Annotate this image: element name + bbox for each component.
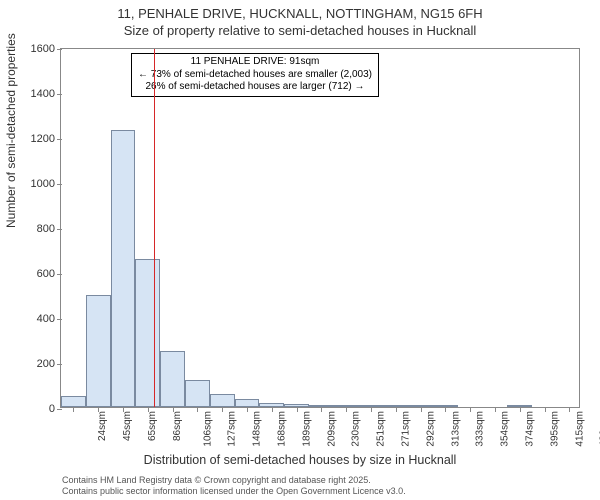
- y-tick: 0: [23, 403, 61, 415]
- x-tick-mark: [396, 407, 397, 412]
- x-tick-label: 230sqm: [351, 411, 362, 447]
- x-tick-mark: [148, 407, 149, 412]
- y-tick: 1200: [23, 133, 61, 145]
- histogram-bar: [284, 404, 309, 407]
- y-tick: 1000: [23, 178, 61, 190]
- x-tick-mark: [421, 407, 422, 412]
- histogram-bar: [111, 130, 136, 407]
- histogram-bar: [135, 259, 160, 408]
- footer-line1: Contains HM Land Registry data © Crown c…: [62, 475, 406, 486]
- x-tick-mark: [173, 407, 174, 412]
- x-tick-label: 415sqm: [574, 411, 585, 447]
- x-tick-label: 374sqm: [525, 411, 536, 447]
- chart-title: 11, PENHALE DRIVE, HUCKNALL, NOTTINGHAM,…: [0, 0, 600, 40]
- x-tick-label: 313sqm: [450, 411, 461, 447]
- x-tick-label: 127sqm: [227, 411, 238, 447]
- x-tick-mark: [545, 407, 546, 412]
- x-tick-mark: [297, 407, 298, 412]
- property-info-box: 11 PENHALE DRIVE: 91sqm ← 73% of semi-de…: [131, 53, 379, 97]
- histogram-bar: [408, 405, 433, 407]
- chart-footer: Contains HM Land Registry data © Crown c…: [62, 475, 406, 497]
- infobox-line2: ← 73% of semi-detached houses are smalle…: [138, 69, 372, 82]
- histogram-bar: [334, 405, 359, 407]
- x-tick-mark: [470, 407, 471, 412]
- histogram-bar: [359, 405, 384, 407]
- title-line1: 11, PENHALE DRIVE, HUCKNALL, NOTTINGHAM,…: [0, 6, 600, 23]
- x-tick-mark: [222, 407, 223, 412]
- infobox-line1: 11 PENHALE DRIVE: 91sqm: [138, 56, 372, 69]
- x-tick-label: 106sqm: [202, 411, 213, 447]
- property-marker-line: [154, 49, 156, 407]
- x-tick-label: 168sqm: [277, 411, 288, 447]
- x-axis-label: Distribution of semi-detached houses by …: [0, 453, 600, 467]
- x-tick-label: 251sqm: [376, 411, 387, 447]
- y-axis-label: Number of semi-detached properties: [4, 33, 18, 228]
- histogram-bar: [259, 403, 284, 408]
- y-tick: 400: [23, 313, 61, 325]
- x-tick-mark: [569, 407, 570, 412]
- x-tick-label: 354sqm: [500, 411, 511, 447]
- histogram-bar: [433, 405, 458, 407]
- x-tick-label: 86sqm: [172, 411, 183, 441]
- histogram-bar: [383, 405, 408, 407]
- infobox-line3: 26% of semi-detached houses are larger (…: [138, 81, 372, 94]
- x-tick-label: 395sqm: [549, 411, 560, 447]
- y-tick: 800: [23, 223, 61, 235]
- x-tick-mark: [73, 407, 74, 412]
- x-tick-label: 189sqm: [301, 411, 312, 447]
- y-tick: 200: [23, 358, 61, 370]
- histogram-bar: [86, 295, 111, 408]
- x-tick-mark: [247, 407, 248, 412]
- histogram-bar: [210, 394, 235, 408]
- y-tick: 1400: [23, 88, 61, 100]
- y-tick: 1600: [23, 43, 61, 55]
- histogram-bar: [185, 380, 210, 407]
- histogram-bar: [507, 405, 532, 407]
- histogram-chart: 11 PENHALE DRIVE: 91sqm ← 73% of semi-de…: [60, 48, 580, 408]
- x-tick-mark: [272, 407, 273, 412]
- y-tick: 600: [23, 268, 61, 280]
- x-tick-mark: [197, 407, 198, 412]
- title-line2: Size of property relative to semi-detach…: [0, 23, 600, 40]
- x-tick-label: 209sqm: [326, 411, 337, 447]
- histogram-bar: [309, 405, 334, 407]
- x-tick-mark: [346, 407, 347, 412]
- x-tick-label: 271sqm: [401, 411, 412, 447]
- footer-line2: Contains public sector information licen…: [62, 486, 406, 497]
- x-tick-mark: [495, 407, 496, 412]
- histogram-bar: [160, 351, 185, 407]
- x-tick-label: 45sqm: [122, 411, 133, 441]
- x-tick-label: 292sqm: [425, 411, 436, 447]
- x-tick-mark: [98, 407, 99, 412]
- x-tick-mark: [371, 407, 372, 412]
- x-tick-label: 148sqm: [252, 411, 263, 447]
- x-tick-label: 333sqm: [475, 411, 486, 447]
- x-tick-mark: [445, 407, 446, 412]
- histogram-bar: [235, 399, 260, 407]
- x-tick-mark: [123, 407, 124, 412]
- x-tick-label: 65sqm: [147, 411, 158, 441]
- x-tick-mark: [520, 407, 521, 412]
- x-tick-mark: [321, 407, 322, 412]
- histogram-bar: [61, 396, 86, 407]
- x-tick-label: 24sqm: [97, 411, 108, 441]
